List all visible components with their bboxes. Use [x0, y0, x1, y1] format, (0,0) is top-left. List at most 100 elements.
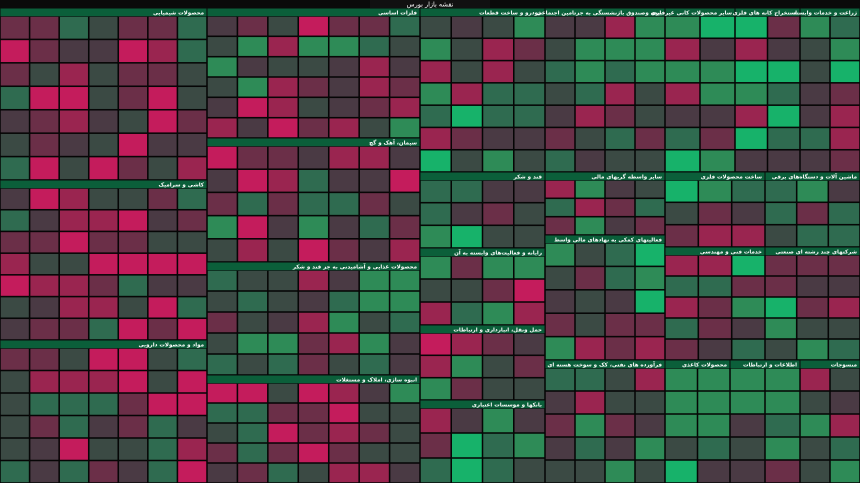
tile: [268, 423, 299, 443]
tile: [389, 192, 420, 216]
tile: [665, 105, 700, 128]
tile: [605, 414, 635, 437]
tile: [765, 255, 797, 276]
tile: [177, 109, 207, 133]
tile: [697, 437, 730, 460]
tile: [237, 97, 268, 118]
tile: [830, 60, 860, 83]
tile: [148, 156, 178, 180]
tile: [359, 117, 390, 138]
tile: [359, 56, 390, 77]
tile: [800, 368, 830, 391]
tile: [635, 83, 665, 105]
tile: [207, 117, 238, 138]
tile: [29, 156, 59, 180]
tile: [298, 192, 329, 216]
tile: [118, 209, 148, 232]
tile: [328, 423, 359, 443]
tile: [207, 215, 238, 239]
sector-header: [800, 360, 860, 369]
tile: [118, 348, 148, 371]
tile: [118, 370, 148, 393]
tile: [575, 216, 605, 235]
tile: [389, 16, 420, 37]
tile: [359, 192, 390, 216]
tile: [359, 423, 390, 443]
tile: [605, 198, 635, 217]
tile: [730, 414, 765, 437]
tile: [765, 318, 797, 339]
tile: [575, 38, 605, 61]
tile: [514, 279, 545, 302]
tile: [59, 188, 89, 210]
tile: [575, 414, 605, 437]
tile: [800, 105, 830, 128]
tile: [29, 209, 59, 232]
tile: [451, 256, 483, 279]
tile: [451, 83, 483, 105]
tile: [545, 460, 575, 483]
tile: [697, 414, 730, 437]
tile: [731, 180, 765, 203]
tile: [118, 63, 148, 87]
tile: [148, 415, 178, 438]
tile: [389, 403, 420, 423]
tile: [207, 333, 238, 354]
sector-header: [420, 248, 545, 257]
sector-title: محصولات غذایی و آشامیدنی به جز قند و شکر: [292, 262, 417, 270]
tile: [482, 279, 514, 302]
tile: [800, 414, 830, 437]
tile: [731, 318, 765, 339]
tile: [328, 36, 359, 57]
tile: [29, 438, 59, 461]
tile: [207, 146, 238, 169]
tile: [59, 63, 89, 87]
tile: [796, 339, 829, 360]
sector-header: [665, 172, 765, 181]
tile: [420, 355, 451, 378]
tile: [207, 291, 238, 312]
tile: [482, 458, 514, 483]
tile: [545, 437, 575, 460]
tile: [207, 97, 238, 118]
sector-header: [730, 360, 800, 369]
tile: [765, 437, 800, 460]
sector-header: [207, 262, 420, 271]
tile: [237, 77, 268, 98]
tile: [29, 63, 59, 87]
tile: [359, 239, 390, 262]
tile: [29, 370, 59, 393]
tile: [665, 297, 699, 318]
tile: [765, 368, 800, 391]
tile: [665, 16, 700, 39]
tile: [207, 77, 238, 98]
tile: [207, 354, 238, 375]
tile: [148, 370, 178, 393]
tile: [514, 38, 545, 61]
tile: [635, 149, 665, 172]
tile: [177, 156, 207, 180]
tile: [0, 39, 30, 63]
tile: [88, 253, 119, 275]
tile: [767, 83, 800, 105]
tile: [482, 16, 514, 39]
tile: [828, 255, 860, 276]
tile: [237, 383, 268, 403]
tile: [451, 302, 483, 325]
tile: [88, 39, 119, 63]
tile: [731, 224, 765, 247]
tile: [268, 192, 299, 216]
tile: [118, 109, 148, 133]
tile: [389, 333, 420, 354]
tile: [59, 16, 89, 40]
tile: [735, 149, 768, 172]
tile: [59, 231, 89, 253]
tile: [545, 266, 575, 290]
tile: [575, 290, 605, 313]
tile: [605, 105, 635, 128]
tile: [635, 105, 665, 128]
tile: [451, 225, 483, 248]
tile: [298, 403, 329, 423]
tile: [765, 276, 797, 297]
tile: [298, 354, 329, 375]
